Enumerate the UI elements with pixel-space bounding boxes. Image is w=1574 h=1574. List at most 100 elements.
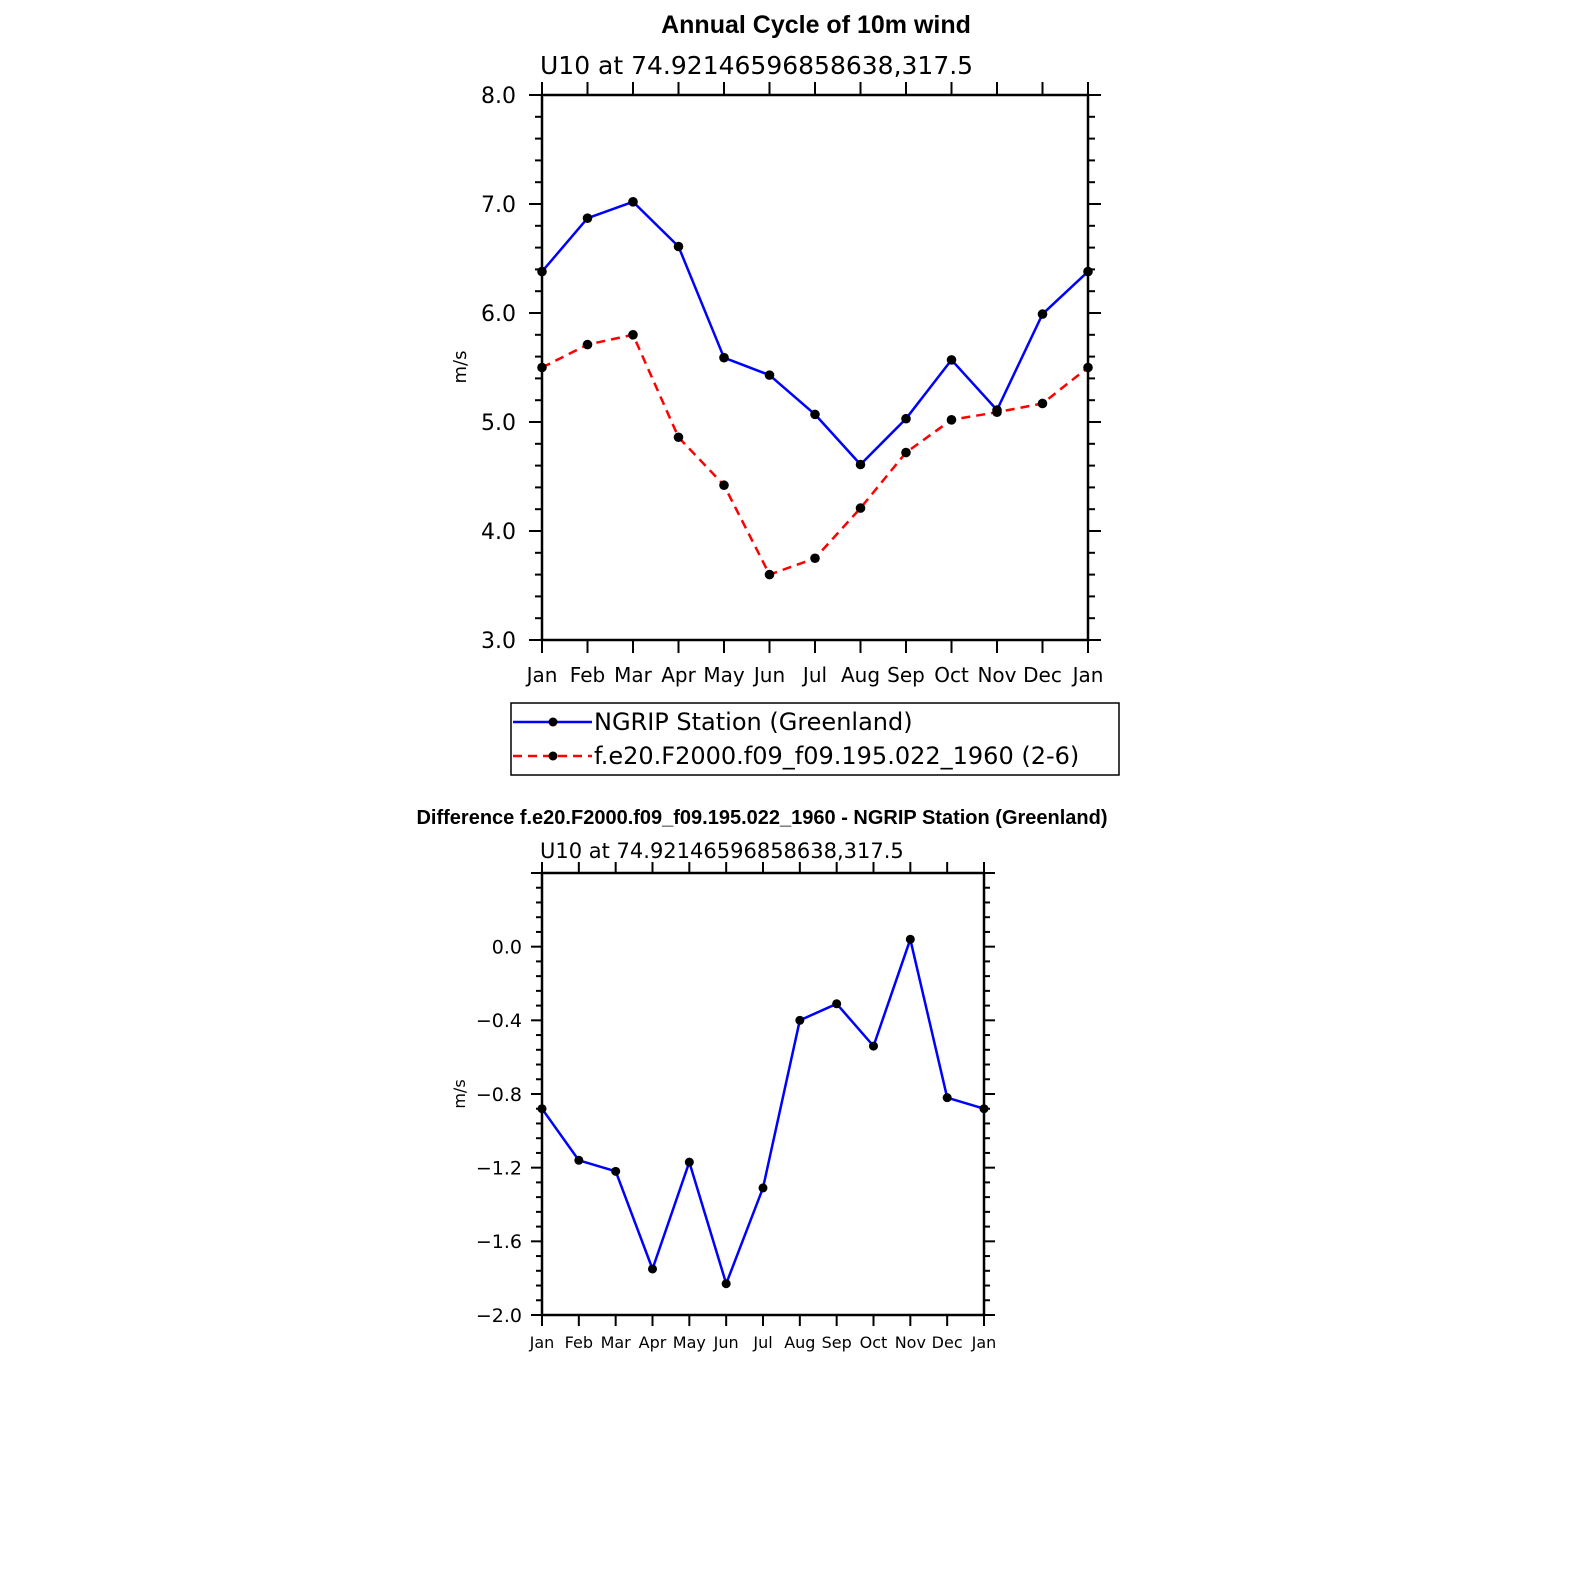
chart2-y-tick-label: −0.4: [476, 1010, 522, 1032]
chart2-x-tick-label: Aug: [784, 1333, 815, 1352]
chart1-series-1-point: [946, 355, 957, 365]
chart2-series-1-point: [905, 934, 915, 944]
chart2-series-1-point: [942, 1093, 952, 1103]
chart1-axes: [529, 82, 1101, 653]
legend-label-series-2: f.e20.F2000.f09_f09.195.022_1960 (2-6): [594, 742, 1079, 770]
chart2-title: Difference f.e20.F2000.f09_f09.195.022_1…: [416, 807, 1107, 829]
chart2-series-1-point: [684, 1157, 694, 1167]
chart1-x-tick-label: Apr: [661, 663, 696, 687]
chart1-x-tick-label: Nov: [977, 663, 1016, 687]
chart1-legend: NGRIP Station (Greenland) f.e20.F2000.f0…: [510, 702, 1120, 776]
chart2-y-tick-label: −0.8: [476, 1084, 522, 1106]
chart1-x-tick-label: Jan: [1071, 663, 1104, 687]
chart1-x-tick-label: May: [703, 663, 745, 687]
chart1-series-2-point: [719, 480, 729, 491]
chart2-x-tick-label: Jan: [971, 1333, 997, 1352]
chart2-x-tick-label: Feb: [565, 1333, 593, 1352]
chart2-series-1-point: [574, 1155, 584, 1165]
chart1-series-2-point: [673, 432, 684, 443]
chart2-series-1-point: [537, 1104, 547, 1114]
chart2-series-1-point: [795, 1015, 805, 1025]
chart1-y-tick-label: 4.0: [481, 520, 516, 545]
chart1-series-2-point: [628, 330, 638, 340]
chart1-series-2-point: [764, 569, 775, 580]
chart2-x-tick-label: Sep: [822, 1333, 852, 1352]
chart1-series-1-point: [810, 409, 820, 420]
chart1-series-1-line: [541, 200, 1089, 466]
chart1-x-tick-label: Oct: [934, 663, 969, 687]
chart2-x-tick-label: Mar: [601, 1333, 632, 1352]
chart2-ylabel: m/s: [450, 1079, 469, 1108]
chart1-y-tick-label: 5.0: [481, 411, 516, 436]
chart2-series-1-point: [758, 1183, 768, 1193]
chart1-series-1-point: [673, 241, 684, 252]
chart2-x-tick-label: Nov: [895, 1333, 926, 1352]
chart1-ylabel: m/s: [450, 351, 471, 384]
chart2-series-1-point: [648, 1264, 657, 1274]
chart1-series: [537, 197, 1093, 580]
chart2-series-1-point: [611, 1166, 621, 1176]
chart1-y-tick-label: 7.0: [481, 193, 516, 218]
chart2-subtitle: U10 at 74.92146596858638,317.5: [540, 839, 904, 863]
chart2-y-tick-labels: −2.0 −1.6 −1.2 −0.8 −0.4 0.0: [476, 937, 522, 1327]
chart2-x-tick-label: Jun: [713, 1333, 739, 1352]
chart2-series: [537, 934, 989, 1289]
chart2-x-tick-label: Apr: [639, 1333, 667, 1352]
chart2-series-1-point: [832, 999, 842, 1009]
chart1-series-1-point: [537, 266, 547, 277]
chart2-y-tick-label: −1.2: [476, 1158, 522, 1180]
chart1-x-tick-label: Aug: [841, 663, 880, 687]
legend-label-series-1: NGRIP Station (Greenland): [594, 708, 913, 736]
chart1-subtitle: U10 at 74.92146596858638,317.5: [540, 51, 973, 80]
chart2-x-tick-label: Jul: [752, 1333, 772, 1352]
chart2-x-tick-label: Oct: [860, 1333, 888, 1352]
chart1-series-1-point: [855, 459, 866, 470]
chart1-series-2-point: [946, 415, 957, 425]
chart1-series-2-point: [1037, 398, 1048, 409]
chart1-y-tick-label: 6.0: [481, 302, 516, 327]
legend-marker-series-2: [548, 751, 558, 761]
chart1-series-2-point: [1083, 362, 1093, 373]
chart2-y-tick-label: −2.0: [476, 1305, 522, 1327]
chart2-axes: [531, 862, 995, 1326]
chart1-x-tick-label: Sep: [887, 663, 925, 687]
chart1-y-tick-labels: 3.0 4.0 5.0 6.0 7.0 8.0: [481, 84, 516, 654]
chart2-y-tick-label: −1.6: [476, 1231, 522, 1253]
chart1-series-1-point: [1083, 266, 1093, 277]
chart1-series-2-line: [541, 333, 1089, 576]
chart2-series-1-point: [721, 1279, 731, 1289]
chart2-x-tick-label: May: [673, 1333, 706, 1352]
chart2-series-1-point: [869, 1041, 878, 1051]
chart1-series-1-point: [582, 213, 593, 223]
chart1-series-1-point: [628, 197, 638, 207]
chart1-series-1-point: [1037, 309, 1048, 319]
chart1-series-2-point: [901, 447, 911, 458]
chart1-x-tick-label: Mar: [614, 663, 653, 687]
chart1-x-tick-label: Feb: [570, 663, 605, 687]
chart1-series-1-point: [764, 370, 775, 380]
chart2-series-1-point: [979, 1104, 989, 1114]
chart1-series-2-point: [992, 407, 1002, 417]
chart1-series-2-point: [810, 553, 820, 564]
chart1-x-tick-label: Jul: [801, 663, 827, 687]
legend-marker-series-1: [548, 717, 558, 727]
difference-chart: Difference f.e20.F2000.f09_f09.195.022_1…: [416, 807, 1107, 1352]
chart1-x-tick-labels: Jan Feb Mar Apr May Jun Jul Aug Sep Oct Nov Dec Jan: [525, 663, 1104, 687]
legend-box: [510, 702, 1120, 776]
chart1-series-1-point: [719, 352, 729, 363]
chart1-x-tick-label: Dec: [1023, 663, 1062, 687]
chart1-title: Annual Cycle of 10m wind: [661, 11, 971, 39]
chart2-x-tick-label: Dec: [932, 1333, 963, 1352]
chart1-y-tick-label: 8.0: [481, 84, 516, 109]
chart1-series-2-point: [582, 339, 593, 350]
chart1-x-tick-label: Jan: [525, 663, 558, 687]
chart2-series-1-line: [540, 938, 985, 1285]
chart2-plot-frame: [540, 871, 986, 1317]
chart1-y-tick-label: 3.0: [481, 629, 516, 654]
annual-cycle-chart: Annual Cycle of 10m wind U10 at 74.92146…: [450, 11, 1120, 776]
chart1-series-2-point: [537, 362, 547, 373]
chart2-x-tick-labels: Jan Feb Mar Apr May Jun Jul Aug Sep Oct Nov Dec Jan: [529, 1333, 997, 1352]
chart1-series-2-point: [855, 503, 866, 513]
chart2-x-tick-label: Jan: [529, 1333, 555, 1352]
